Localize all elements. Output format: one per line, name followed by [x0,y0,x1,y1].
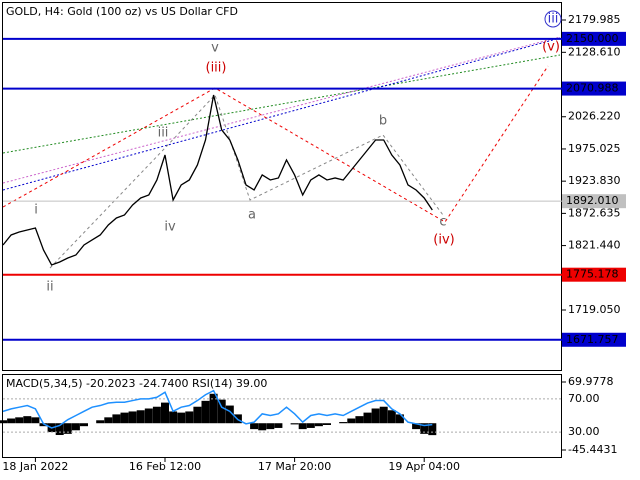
macd-bar [39,423,48,427]
level-label: 2070.988 [566,82,619,95]
wave-label: v [211,41,219,56]
macd-bar [363,412,372,424]
wave-label: (iv) [433,233,454,248]
wave-label: iii [548,12,559,27]
level-label: 2150.000 [566,32,619,45]
macd-bar [96,420,105,424]
chart-title: GOLD, H4: Gold (100 oz) vs US Dollar CFD [6,5,238,18]
level-tag [562,31,626,46]
macd-bar [347,418,356,424]
macd-bar [355,416,364,424]
x-tick-label: 19 Apr 04:00 [388,460,460,473]
macd-bar [120,412,129,424]
macd-tick-label: 69.9778 [568,375,614,388]
macd-bar [177,412,186,424]
y-tick-label: 1719.050 [568,303,621,316]
macd-bar [266,423,275,430]
macd-bar [63,423,72,434]
y-tick-label: 1975.025 [568,142,621,155]
macd-bar [250,423,259,430]
macd-bar [71,423,80,431]
macd-bar [169,411,178,424]
y-tick-label: 1872.635 [568,206,621,219]
macd-bar [144,408,153,424]
macd-bar [7,418,16,424]
macd-bar [371,408,380,424]
level-tag [562,332,626,347]
wave-label: a [248,208,256,223]
rsi-tick-label: 30.00 [568,425,600,438]
level-label: 1775.178 [566,268,619,281]
price-line [2,94,433,266]
y-tick-label: 2128.610 [568,45,621,58]
wave-label: b [379,114,387,129]
main-frame [2,2,562,371]
macd-bar [185,411,194,424]
macd-bar [128,411,137,424]
wave-label: c [439,215,446,230]
macd-bar [225,405,234,424]
level-label: 1892.010 [566,194,619,207]
wave-label: iii [158,126,169,141]
macd-bar [136,410,145,424]
x-tick-label: 18 Jan 2022 [2,460,68,473]
macd-bar [217,399,226,424]
macd-bar [55,423,64,436]
wave-label: (v) [542,40,560,55]
y-tick-label: 2179.985 [568,13,621,26]
y-tick-label: 1923.830 [568,174,621,187]
macd-bar [323,423,331,425]
macd-bar [290,423,299,425]
x-tick-label: 17 Mar 20:00 [258,460,331,473]
level-tag [562,81,626,96]
rsi-tick-label: 70.00 [568,392,600,405]
macd-bar [15,417,24,424]
wave-circle [544,10,562,28]
macd-bar [0,420,7,424]
macd-bar [161,402,169,424]
y-tick-label: 1821.440 [568,239,621,252]
macd-bar [339,422,348,424]
level-tag [562,194,626,209]
macd-bar [395,414,404,424]
macd-bar [387,410,396,424]
wave-label: i [34,203,38,218]
macd-bar [112,414,121,424]
wave-path [2,65,549,223]
macd-bar [298,423,307,430]
macd-bar [80,423,88,427]
macd-bar [412,423,421,430]
macd-bar [104,417,113,424]
macd-bar [428,423,437,436]
macd-bar [314,423,323,427]
macd-tick-label: -45.4431 [568,443,617,456]
x-tick-label: 16 Feb 12:00 [129,460,201,473]
macd-bar [379,406,388,424]
level-tag [562,267,626,282]
indicator-frame [2,374,562,458]
macd-bar [258,423,267,431]
macd-bar [152,406,161,424]
macd-bar [274,423,283,428]
macd-bar [193,406,202,424]
rsi-line [2,389,433,429]
macd-bar [23,416,32,424]
indicator-label: MACD(5,34,5) -20.2023 -24.7400 RSI(14) 3… [6,377,267,390]
macd-bar [31,417,40,424]
macd-bar [209,393,218,424]
macd-bar [201,400,210,424]
wave-label: (iii) [206,61,227,76]
macd-bar [420,423,429,434]
level-label: 1671.757 [566,333,619,346]
trendline [2,37,561,191]
y-tick-label: 2026.220 [568,110,621,123]
wave-label: iv [164,220,176,235]
wave-label: ii [46,280,53,295]
macd-bar [306,423,315,428]
